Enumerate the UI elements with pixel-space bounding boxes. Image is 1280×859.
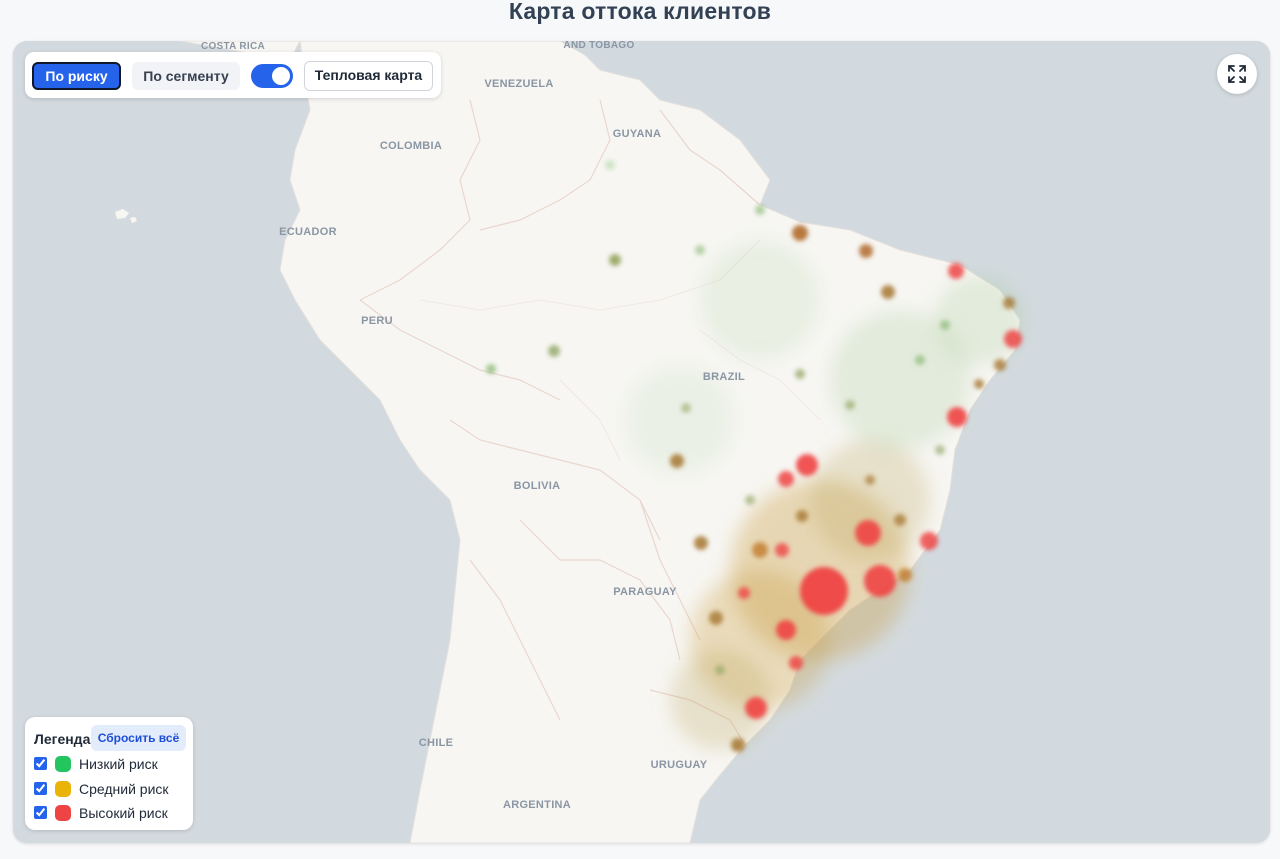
legend-item-medium[interactable]: Средний риск — [34, 781, 189, 801]
toggle-knob — [272, 67, 290, 85]
hotspot-medium — [792, 225, 808, 241]
hotspot-high — [855, 520, 881, 546]
label-colombia: COLOMBIA — [380, 140, 442, 152]
hotspot-high — [948, 263, 964, 279]
by-risk-button[interactable]: По риску — [32, 62, 121, 90]
legend-title: Легенда: — [34, 731, 96, 747]
legend-checkbox-high[interactable] — [34, 806, 47, 819]
legend-swatch-low — [55, 756, 71, 772]
hotspot-low — [940, 320, 950, 330]
country-borders — [359, 99, 761, 746]
label-ecuador: ECUADOR — [279, 226, 337, 238]
hotspot-high — [778, 471, 794, 487]
hotspot-high — [796, 454, 818, 476]
hotspot-low — [915, 355, 925, 365]
page-title: Карта оттока клиентов — [508, 0, 772, 24]
label-paraguay: PARAGUAY — [613, 586, 677, 598]
hotspot-high — [745, 697, 767, 719]
legend-swatch-high — [55, 805, 71, 821]
hotspot-high — [776, 620, 796, 640]
hotspot-low — [609, 254, 621, 266]
label-chile: CHILE — [419, 737, 454, 749]
label-brazil: BRAZIL — [703, 371, 745, 383]
heatmap-toggle[interactable] — [251, 64, 293, 88]
label-uruguay: URUGUAY — [651, 759, 708, 771]
heatmap-button[interactable]: Тепловая карта — [304, 61, 433, 91]
label-argentina: ARGENTINA — [503, 799, 571, 811]
hotspot-medium — [731, 738, 745, 752]
hotspot-high — [789, 656, 803, 670]
legend-label-medium: Средний риск — [79, 781, 169, 797]
label-venezuela: VENEZUELA — [484, 78, 553, 90]
heat-points — [486, 160, 1022, 752]
label-costa-rica: COSTA RICA — [201, 41, 265, 52]
churn-map[interactable]: COSTA RICA AND TOBAGO VENEZUELA COLOMBIA… — [13, 41, 1270, 843]
hotspot-low — [681, 403, 691, 413]
map-canvas[interactable]: COSTA RICA AND TOBAGO VENEZUELA COLOMBIA… — [13, 41, 1270, 843]
legend-label-low: Низкий риск — [79, 756, 158, 772]
hotspot-low — [755, 205, 765, 215]
hotspot-low — [486, 364, 496, 374]
hotspot-medium — [865, 475, 875, 485]
hotspot-high — [775, 543, 789, 557]
hotspot-low — [745, 495, 755, 505]
label-peru: PERU — [361, 315, 393, 327]
legend-item-low[interactable]: Низкий риск — [34, 756, 189, 776]
galapagos-islands — [115, 209, 137, 223]
legend-checkbox-medium[interactable] — [34, 782, 47, 795]
map-toolbar: По риску По сегменту Тепловая карта — [25, 52, 441, 98]
hotspot-high — [864, 565, 896, 597]
hotspot-low — [935, 445, 945, 455]
hotspot-medium — [859, 244, 873, 258]
hotspot-medium — [796, 510, 808, 522]
hotspot-medium — [1003, 297, 1015, 309]
hotspot-medium — [694, 536, 708, 550]
hotspot-medium — [881, 285, 895, 299]
label-bolivia: BOLIVIA — [514, 480, 561, 492]
hotspot-medium — [894, 514, 906, 526]
label-guyana: GUYANA — [613, 128, 661, 140]
hotspot-high — [1004, 330, 1022, 348]
hotspot-high — [947, 407, 967, 427]
legend-swatch-medium — [55, 781, 71, 797]
label-trinidad: AND TOBAGO — [563, 41, 634, 51]
by-segment-button[interactable]: По сегменту — [132, 62, 240, 90]
hotspot-high — [800, 567, 848, 615]
hotspot-high — [738, 587, 750, 599]
heat-glow — [625, 240, 1025, 750]
hotspot-medium — [994, 359, 1006, 371]
legend-checkbox-low[interactable] — [34, 757, 47, 770]
expand-icon — [1228, 65, 1246, 83]
hotspot-low — [845, 400, 855, 410]
hotspot-low — [548, 345, 560, 357]
hotspot-medium — [898, 568, 912, 582]
hotspot-low — [795, 369, 805, 379]
legend-panel: Легенда: Сбросить всё Низкий риск Средни… — [25, 717, 193, 830]
hotspot-high — [920, 532, 938, 550]
legend-label-high: Высокий риск — [79, 805, 168, 821]
hotspot-low — [695, 245, 705, 255]
reset-all-button[interactable]: Сбросить всё — [91, 725, 186, 751]
legend-item-high[interactable]: Высокий риск — [34, 805, 189, 825]
hotspot-medium — [974, 379, 984, 389]
hotspot-medium — [709, 611, 723, 625]
hotspot-low — [715, 665, 725, 675]
hotspot-low — [605, 160, 615, 170]
hotspot-medium — [752, 542, 768, 558]
fullscreen-button[interactable] — [1217, 54, 1257, 94]
hotspot-medium — [670, 454, 684, 468]
